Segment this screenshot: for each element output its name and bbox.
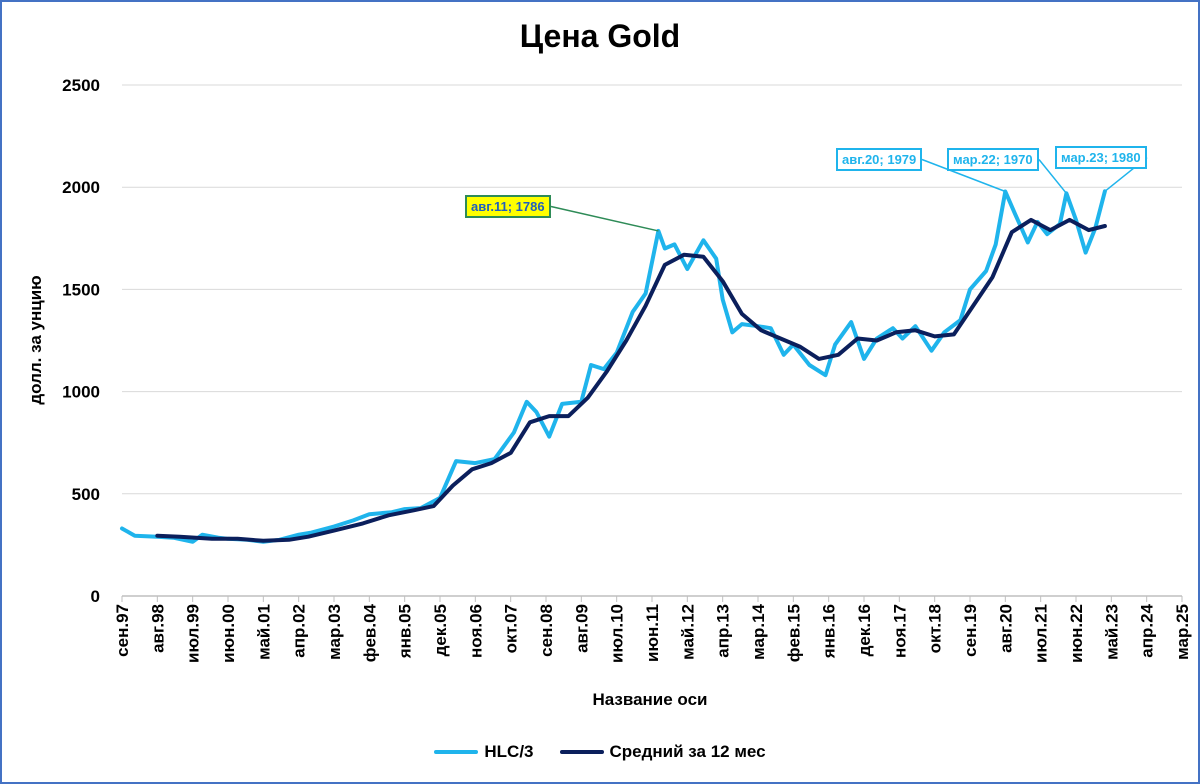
x-tick-label: мар.14 — [749, 603, 768, 659]
x-tick-label: сен.08 — [537, 604, 556, 657]
series-line-hlc — [120, 189, 1107, 544]
x-tick-label: ноя.06 — [466, 604, 485, 658]
x-axis-label: Название оси — [592, 690, 708, 709]
annotation-label: авг.11; 1786 — [465, 195, 551, 218]
annotation-label: авг.20; 1979 — [836, 148, 923, 171]
x-tick-label: дек.16 — [855, 604, 874, 656]
x-tick-label: июл.21 — [1032, 604, 1051, 663]
x-tick-label: июл.99 — [184, 604, 203, 663]
chart-title: Цена Gold — [519, 18, 681, 54]
x-tick-label: авг.20 — [996, 604, 1015, 653]
x-tick-label: сен.97 — [113, 604, 132, 657]
x-tick-label: янв.16 — [820, 604, 839, 659]
y-tick-label: 2000 — [62, 178, 100, 197]
annotation-label: мар.22; 1970 — [947, 148, 1039, 171]
y-tick-label: 1500 — [62, 280, 100, 299]
annotation-leader-line — [921, 158, 1006, 193]
annotation-leader-line — [550, 205, 659, 232]
legend: HLC/3 Средний за 12 мес — [0, 742, 1200, 762]
x-tick-label: окт.07 — [502, 604, 521, 653]
x-tick-label: фев.15 — [784, 604, 803, 662]
x-tick-label: ноя.17 — [890, 604, 909, 658]
y-tick-label: 2500 — [62, 76, 100, 95]
x-tick-label: мар.03 — [325, 604, 344, 660]
x-tick-label: апр.02 — [290, 604, 309, 658]
legend-item-hlc: HLC/3 — [434, 742, 534, 762]
legend-label-hlc: HLC/3 — [484, 742, 534, 761]
x-tick-label: фев.04 — [360, 603, 379, 662]
x-tick-label: мар.25 — [1173, 604, 1192, 660]
x-tick-label: апр.24 — [1138, 603, 1157, 657]
legend-swatch-hlc — [434, 750, 479, 754]
x-tick-label: апр.13 — [714, 604, 733, 658]
x-tick-label: июл.10 — [608, 604, 627, 663]
y-tick-label: 1000 — [62, 383, 100, 402]
annotation-label: мар.23; 1980 — [1055, 146, 1147, 169]
annotation-leader-line — [1038, 159, 1067, 194]
x-tick-label: дек.05 — [431, 604, 450, 656]
legend-label-avg: Средний за 12 мес — [609, 742, 766, 761]
x-tick-label: май.12 — [678, 604, 697, 660]
x-tick-label: окт.18 — [926, 604, 945, 653]
x-tick-label: май.23 — [1102, 604, 1121, 660]
legend-item-avg: Средний за 12 мес — [559, 742, 766, 762]
x-tick-label: июн.22 — [1067, 604, 1086, 663]
x-tick-label: сен.19 — [961, 604, 980, 657]
x-tick-label: июн.11 — [643, 604, 662, 662]
y-tick-label: 500 — [72, 485, 100, 504]
legend-swatch-avg — [559, 750, 604, 754]
x-tick-label: янв.05 — [396, 604, 415, 659]
series-line-avg — [155, 217, 1107, 543]
x-tick-label: авг.98 — [148, 604, 167, 653]
x-tick-label: июн.00 — [219, 604, 238, 663]
x-tick-label: май.01 — [254, 604, 273, 660]
y-tick-label: 0 — [91, 587, 100, 606]
x-tick-label: авг.09 — [572, 604, 591, 653]
